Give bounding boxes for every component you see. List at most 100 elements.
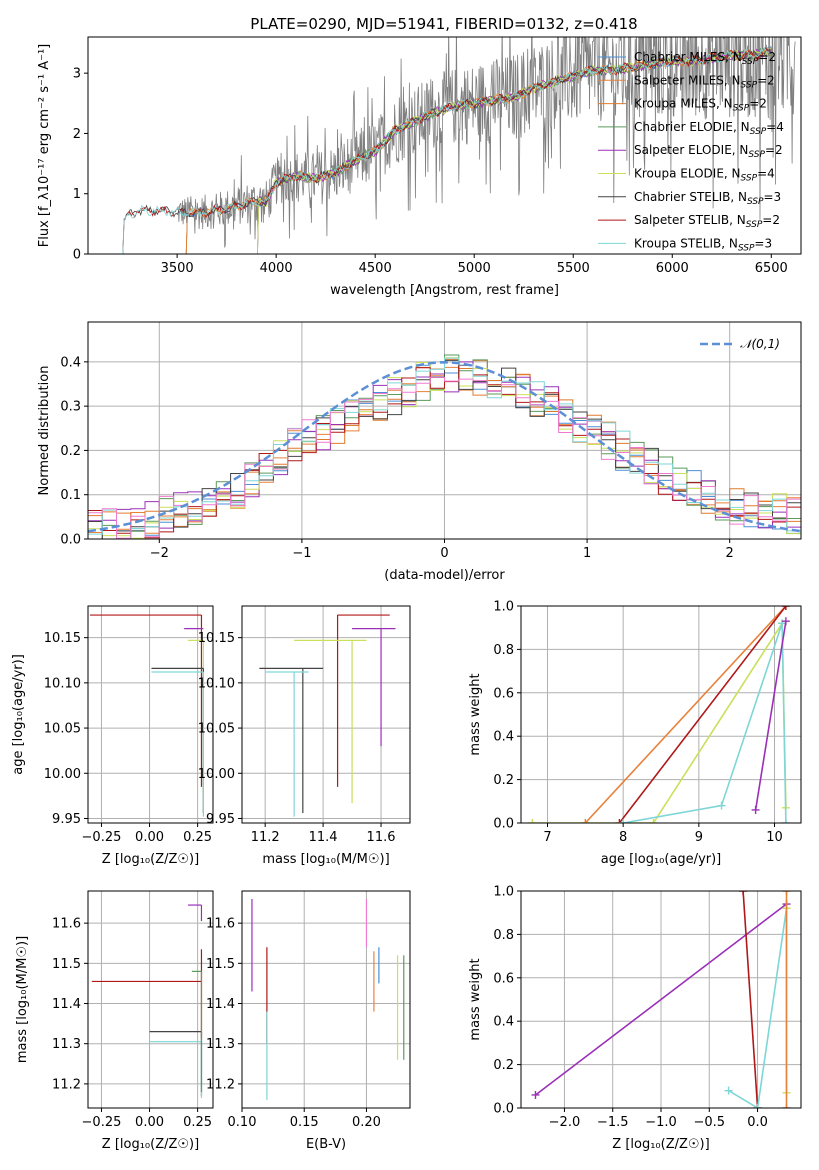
- mass-weight-line: [618, 606, 787, 823]
- y-tick-label: 11.6: [206, 917, 235, 932]
- mass-weight-line: [754, 621, 787, 811]
- legend-label: Kroupa ELODIE, NSSP=4: [634, 167, 775, 184]
- y-tick-label: 0.8: [493, 928, 514, 943]
- y-tick-label: 10.05: [44, 722, 81, 737]
- plot-area: [242, 606, 410, 823]
- x-tick-label: −1: [292, 546, 311, 561]
- axes-frame: [520, 890, 802, 1109]
- legend-label: Kroupa STELIB, NSSP=3: [634, 236, 772, 253]
- legend-label: Salpeter MILES, NSSP=2: [634, 73, 775, 90]
- y-axis-label: Flux [f_λ10⁻¹⁷ erg cm⁻² s⁻¹ A⁻¹]: [37, 44, 52, 248]
- y-axis-label: mass weight: [468, 673, 483, 755]
- plot-area: [521, 891, 801, 1108]
- plot-area: [242, 891, 410, 1108]
- mass-weight-line: [742, 891, 759, 1108]
- x-axis-label: E(B-V): [306, 1137, 346, 1152]
- panel-spectrum: 3500 4000 4500 5000 5500 6000 6500 0 1 2 3 waveleng…: [37, 36, 802, 298]
- y-tick-label: 0.1: [60, 488, 81, 503]
- y-tick-label: 10.10: [44, 676, 81, 691]
- y-tick-label: 0.6: [493, 971, 514, 986]
- y-tick-label: 9.95: [206, 812, 235, 827]
- x-tick-label: −0.25: [82, 1115, 122, 1130]
- y-tick-label: 0.3: [60, 400, 81, 415]
- y-tick-label: 0.2: [60, 444, 81, 459]
- y-tick-label: 9.95: [52, 812, 81, 827]
- x-tick-label: 0.25: [183, 830, 212, 845]
- y-tick-label: 10.15: [198, 631, 235, 646]
- spectrum-data-line: [176, 37, 796, 248]
- x-tick-label: 0.20: [352, 1115, 381, 1130]
- axes-frame: [87, 321, 802, 540]
- x-tick-label: 0.00: [135, 830, 164, 845]
- mass-weight-marker: [739, 891, 748, 895]
- x-tick-label: 6500: [755, 261, 788, 276]
- y-tick-label: 10.10: [198, 676, 235, 691]
- mass-weight-line: [584, 606, 787, 823]
- y-tick-label: 11.2: [206, 1077, 235, 1092]
- spectrum-model-line: [256, 47, 772, 254]
- mass-weight-marker: [753, 1104, 762, 1108]
- gaussian-legend-label: 𝒩(0,1): [740, 337, 780, 351]
- y-tick-label: 10.15: [44, 631, 81, 646]
- plot-area: [88, 891, 213, 1108]
- figure-title: PLATE=0290, MJD=51941, FIBERID=0132, z=0…: [250, 15, 637, 33]
- x-axis-label: mass [log₁₀(M/M☉)]: [262, 852, 389, 867]
- axes-frame: [520, 605, 802, 824]
- y-tick-label: 0.0: [493, 1102, 514, 1117]
- legend-label: Chabrier ELODIE, NSSP=4: [634, 120, 784, 137]
- x-axis-label: Z [log₁₀(Z/Z☉)]: [102, 852, 199, 867]
- x-tick-label: 0: [440, 546, 448, 561]
- x-tick-label: 4000: [260, 261, 293, 276]
- panel-mass-vs-ebv: 0.10 0.15 0.20 11.2 11.3 11.4 11.5 11.6 E(B-V): [206, 890, 411, 1152]
- y-tick-label: 0.2: [493, 773, 514, 788]
- legend-label: Chabrier MILES, NSSP=2: [634, 50, 776, 67]
- x-axis-label: Z [log₁₀(Z/Z☉)]: [102, 1137, 199, 1152]
- gaussian-curve: [88, 361, 801, 533]
- x-tick-label: −2.0: [549, 1115, 581, 1130]
- panels: 3500 4000 4500 5000 5500 6000 6500 0 1 2 3 waveleng…: [11, 36, 802, 1152]
- mass-weight-marker: [781, 617, 790, 626]
- x-tick-label: 2: [726, 546, 734, 561]
- spectrum-model-line: [121, 46, 771, 254]
- x-axis-label: (data-model)/error: [384, 568, 505, 583]
- panel-massweight-vs-Z: −2.0 −1.5 −1.0 −0.5 0.0 0.0 0.2 0.4 0.6 0.8 1.0 Z […: [468, 885, 802, 1152]
- x-tick-label: 6000: [656, 261, 689, 276]
- x-tick-label: 3500: [161, 261, 194, 276]
- y-tick-label: 1.0: [493, 600, 514, 615]
- mass-weight-marker: [782, 1104, 791, 1108]
- legend-label: Salpeter STELIB, NSSP=2: [634, 213, 780, 230]
- mass-weight-marker: [751, 805, 760, 814]
- y-tick-label: 0.0: [493, 817, 514, 832]
- panel-residual-histogram: −2 −1 0 1 2 0.0 0.1 0.2 0.3 0.4 (data-model)/error…: [37, 321, 802, 583]
- plot-area: [521, 606, 801, 823]
- y-axis-label: Normed distribution: [37, 366, 52, 496]
- mass-weight-line: [728, 908, 788, 1108]
- x-axis-label: Z [log₁₀(Z/Z☉)]: [612, 1137, 709, 1152]
- panel-age-vs-Z: −0.25 0.00 0.25 9.95 10.00 10.05 10.10 10.15 Z […: [11, 605, 214, 867]
- histogram-step: [88, 357, 801, 539]
- spectrum-model-line: [121, 47, 771, 254]
- mass-weight-marker: [782, 891, 791, 895]
- x-tick-label: −0.25: [82, 830, 122, 845]
- y-tick-label: 10.05: [198, 722, 235, 737]
- mass-weight-marker: [717, 801, 726, 810]
- y-axis-label: mass [log₁₀(M/M☉)]: [15, 936, 30, 1063]
- x-tick-label: 8: [619, 830, 627, 845]
- y-tick-label: 3: [73, 67, 81, 82]
- x-tick-label: −1.0: [645, 1115, 677, 1130]
- mass-weight-marker: [724, 1086, 733, 1095]
- y-tick-label: 11.6: [52, 917, 81, 932]
- legend-label: Salpeter ELODIE, NSSP=2: [634, 143, 783, 160]
- histogram-step: [88, 364, 801, 539]
- y-tick-label: 10.00: [44, 767, 81, 782]
- mass-weight-marker: [649, 819, 658, 823]
- y-tick-label: 2: [73, 127, 81, 142]
- x-tick-label: 11.6: [367, 830, 396, 845]
- mass-weight-line: [535, 903, 787, 1096]
- y-tick-label: 11.5: [52, 957, 81, 972]
- axes-frame: [87, 605, 214, 824]
- y-tick-label: 11.5: [206, 957, 235, 972]
- y-tick-label: 0.2: [493, 1058, 514, 1073]
- mass-weight-marker: [781, 819, 790, 823]
